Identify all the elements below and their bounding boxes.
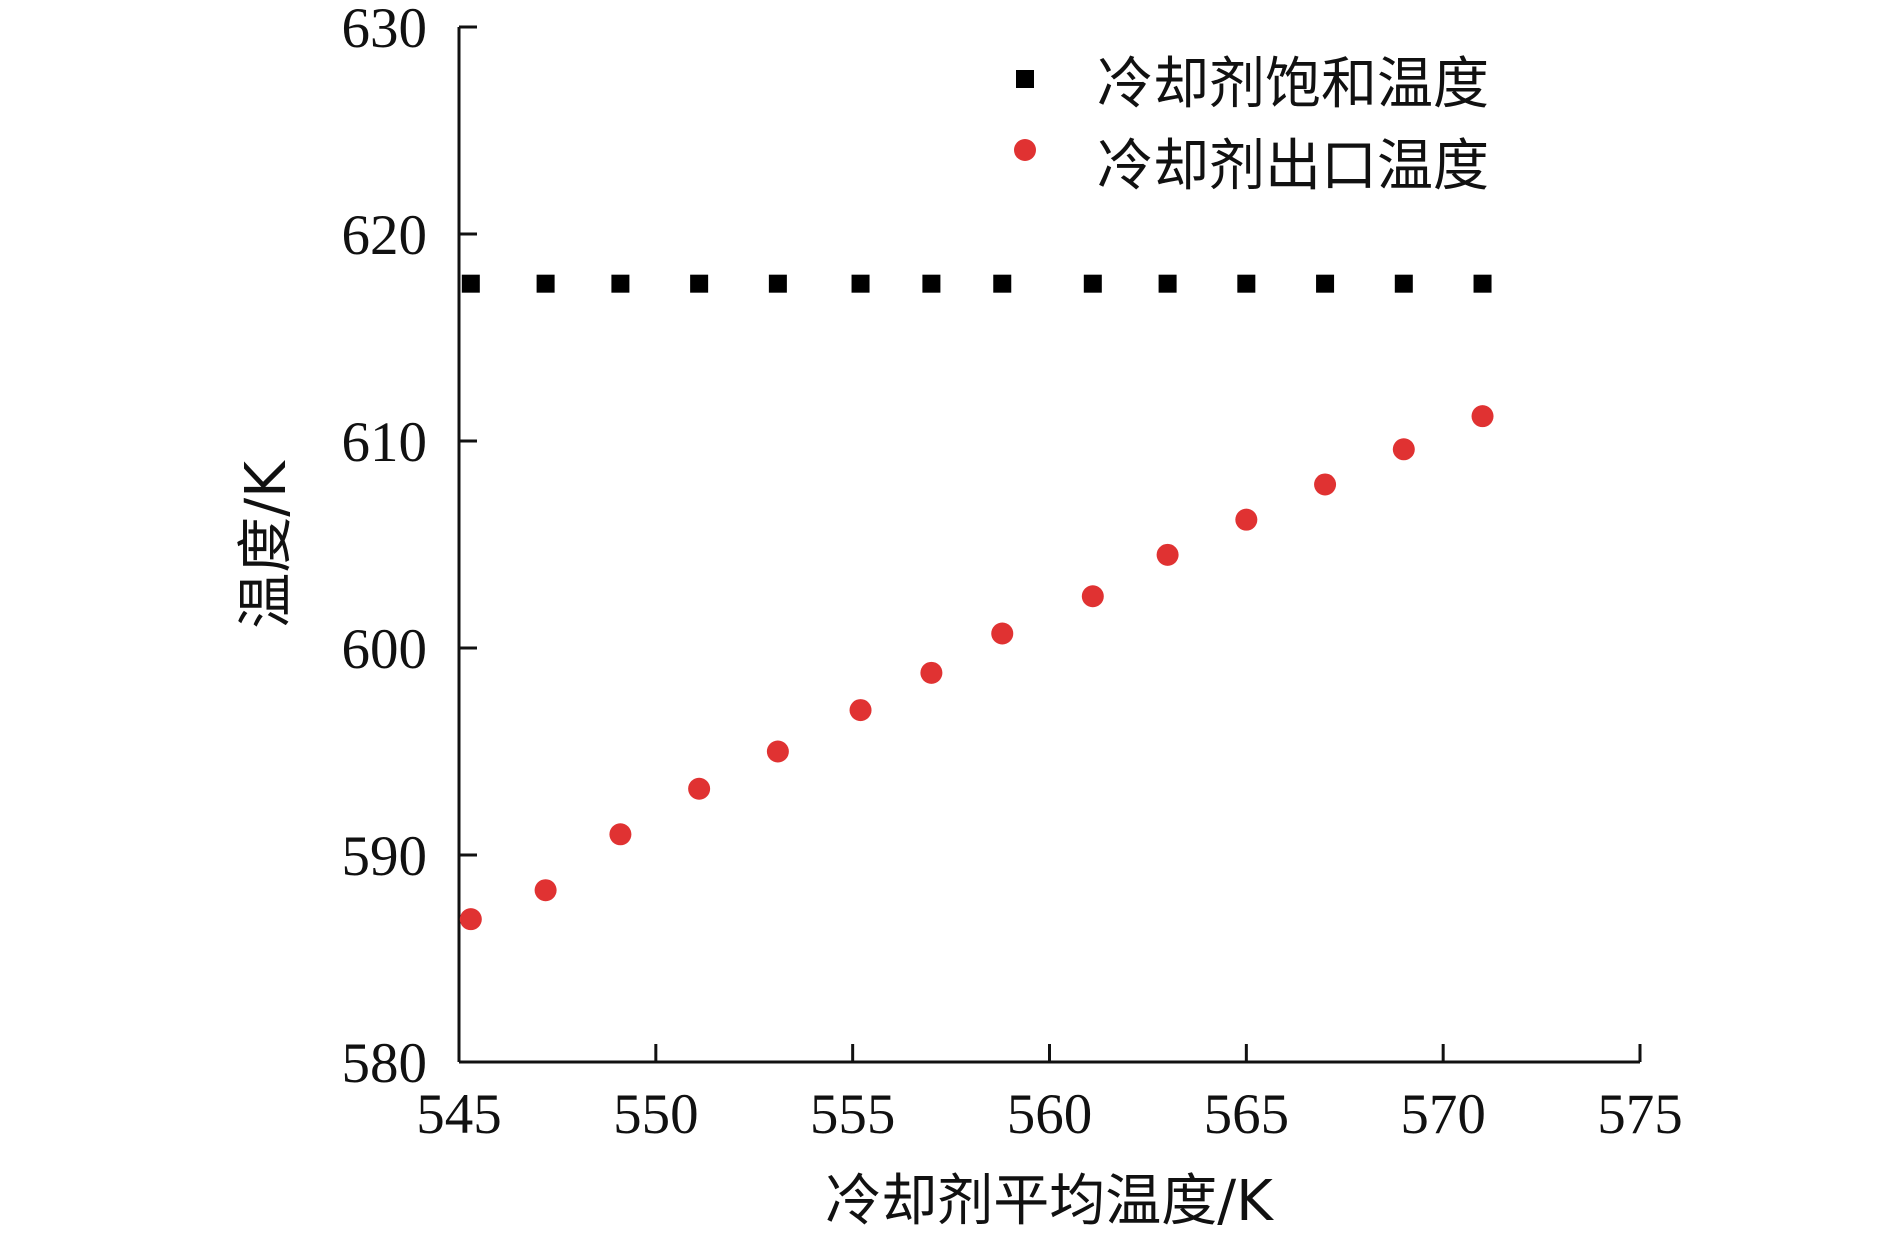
- legend-label-outlet: 冷却剂出口温度: [1097, 134, 1489, 199]
- outlet-temp-point: [1235, 508, 1258, 531]
- saturation-temp-point: [611, 274, 630, 293]
- saturation-temp-point: [536, 274, 555, 293]
- outlet-temp-point: [920, 661, 943, 684]
- x-tick-label: 545: [416, 1083, 502, 1146]
- outlet-temp-point: [688, 777, 711, 800]
- outlet-temp-point: [1156, 543, 1179, 566]
- outlet-temp-point: [459, 908, 482, 931]
- outlet-temp-point: [849, 699, 872, 722]
- y-tick-label: 580: [342, 1032, 428, 1095]
- x-axis-title: 冷却剂平均温度/K: [825, 1169, 1274, 1234]
- x-tick-label: 575: [1597, 1083, 1683, 1146]
- saturation-temp-point: [461, 274, 480, 293]
- saturation-temp-point: [1316, 274, 1335, 293]
- outlet-temp-point: [1392, 438, 1415, 461]
- saturation-temp-point: [1158, 274, 1177, 293]
- y-tick-label: 610: [342, 411, 428, 474]
- saturation-temp-point: [690, 274, 709, 293]
- x-tick-label: 565: [1204, 1083, 1290, 1146]
- y-tick-label: 630: [342, 0, 428, 60]
- outlet-temp-point: [991, 622, 1014, 645]
- y-tick-label: 600: [342, 618, 428, 681]
- saturation-temp-point: [768, 274, 787, 293]
- outlet-temp-point: [1471, 405, 1494, 428]
- y-ticks: 580 590 600 610 620 630: [342, 0, 477, 1095]
- outlet-temp-point: [609, 823, 632, 846]
- legend-marker-outlet: [1014, 139, 1036, 161]
- legend: 冷却剂饱和温度 冷却剂出口温度: [1014, 52, 1489, 199]
- outlet-temp-point: [1314, 473, 1337, 496]
- x-tick-label: 560: [1007, 1083, 1093, 1146]
- legend-label-saturation: 冷却剂饱和温度: [1097, 52, 1489, 117]
- saturation-temp-point: [851, 274, 870, 293]
- saturation-temp-point: [1237, 274, 1256, 293]
- x-ticks: 545 550 555 560 565 570 575: [416, 1044, 1683, 1146]
- y-tick-label: 590: [342, 825, 428, 888]
- outlet-temp-point: [534, 879, 557, 902]
- legend-marker-saturation: [1016, 70, 1034, 88]
- plot-points: [459, 274, 1494, 931]
- saturation-temp-point: [993, 274, 1012, 293]
- x-tick-label: 555: [810, 1083, 896, 1146]
- outlet-temp-point: [1081, 585, 1104, 608]
- saturation-temp-point: [1083, 274, 1102, 293]
- saturation-temp-point: [1394, 274, 1413, 293]
- saturation-temp-point: [1473, 274, 1492, 293]
- x-tick-label: 550: [613, 1083, 699, 1146]
- saturation-temp-point: [922, 274, 941, 293]
- outlet-temp-point: [766, 740, 789, 763]
- y-axis-title: 温度/K: [234, 460, 299, 629]
- y-tick-label: 620: [342, 204, 428, 267]
- x-tick-label: 570: [1400, 1083, 1486, 1146]
